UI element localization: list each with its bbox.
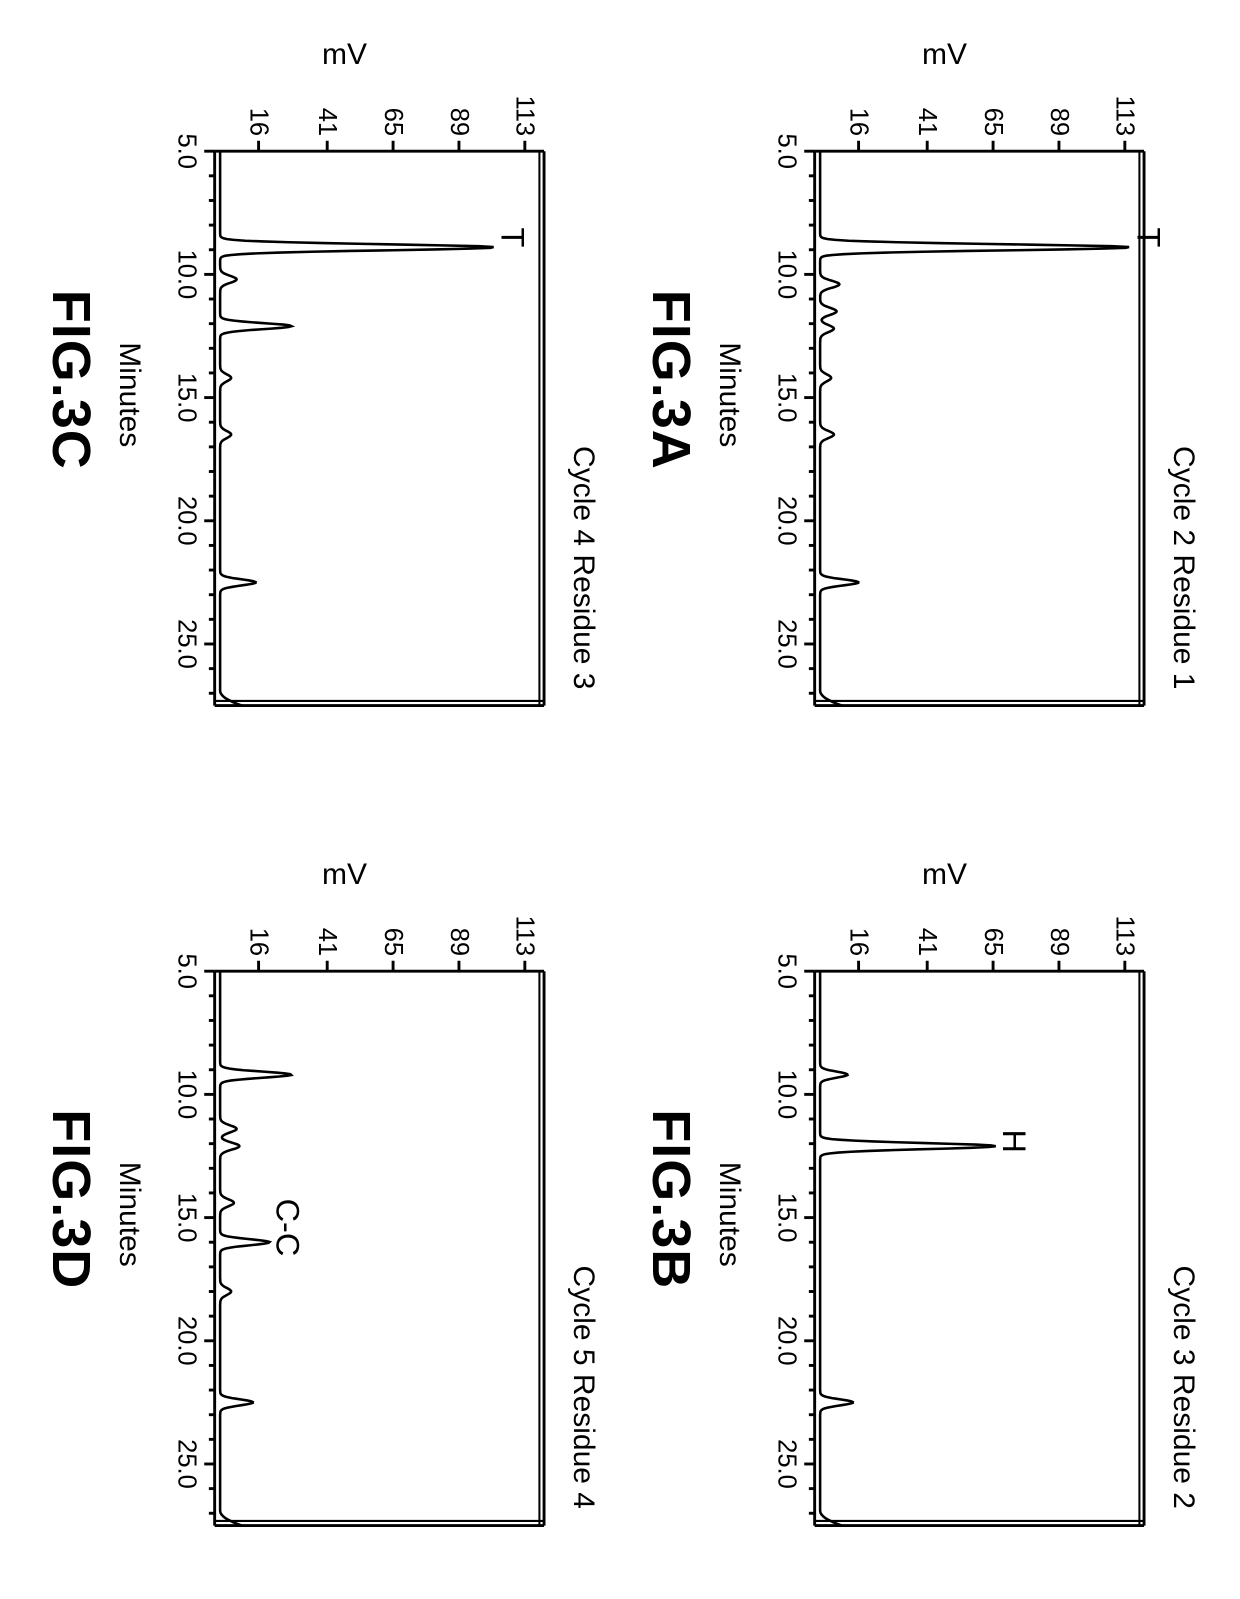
panel-b: Cycle 3 Residue 2mV164165891135.010.015.… [640, 860, 1200, 1540]
svg-text:113: 113 [511, 95, 539, 136]
y-axis-label: mV [922, 38, 952, 72]
svg-text:89: 89 [1045, 108, 1073, 136]
svg-text:T: T [1130, 228, 1162, 248]
svg-text:T: T [495, 228, 531, 248]
svg-text:65: 65 [379, 927, 407, 955]
svg-text:65: 65 [979, 927, 1007, 955]
chromatogram-plot: 16 41 65 89 113 5.0 10.0 15.0 20.0 25.0 H [748, 890, 1162, 1540]
svg-text:10.0: 10.0 [773, 1069, 801, 1119]
chromatogram-plot: 16 41 65 89 113 5.0 10.0 15.0 20.0 25.0 C-C [148, 890, 562, 1540]
panel-a: Cycle 2 Residue 1mV164165891135.010.015.… [640, 40, 1200, 720]
svg-text:41: 41 [313, 927, 341, 955]
figure-label: FIG.3A [640, 290, 702, 470]
svg-text:113: 113 [511, 915, 539, 956]
svg-text:15.0: 15.0 [773, 1192, 801, 1242]
plot-column: 16 41 65 89 113 5.0 10.0 15.0 20.0 25.0 T Minutes [112, 70, 562, 720]
svg-text:41: 41 [913, 108, 941, 136]
chromatogram-plot: 16 41 65 89 113 5.0 10.0 15.0 20.0 25.0 T [148, 70, 562, 720]
chart-wrap: mV 16 41 65 89 113 5.0 10.0 15.0 20.0 25.0 T Minutes [712, 40, 1162, 720]
svg-text:113: 113 [1111, 915, 1139, 956]
y-axis-label: mV [922, 858, 952, 892]
svg-text:15.0: 15.0 [773, 373, 801, 423]
svg-text:5.0: 5.0 [773, 953, 801, 988]
svg-text:25.0: 25.0 [773, 619, 801, 669]
svg-text:89: 89 [1045, 927, 1073, 955]
svg-text:5.0: 5.0 [173, 953, 201, 988]
panel-title: Cycle 3 Residue 2 [1166, 1266, 1200, 1509]
svg-text:89: 89 [445, 927, 473, 955]
x-axis-label: Minutes [112, 890, 146, 1540]
svg-text:41: 41 [313, 108, 341, 136]
svg-text:C-C: C-C [270, 1198, 306, 1256]
svg-text:25.0: 25.0 [773, 1439, 801, 1489]
plot-column: 16 41 65 89 113 5.0 10.0 15.0 20.0 25.0 H Minutes [712, 890, 1162, 1540]
chart-wrap: mV 16 41 65 89 113 5.0 10.0 15.0 20.0 25.0 T Minutes [112, 40, 562, 720]
svg-text:H: H [996, 1129, 1032, 1152]
panel-c: Cycle 4 Residue 3mV164165891135.010.015.… [40, 40, 600, 720]
svg-text:89: 89 [445, 108, 473, 136]
panel-title: Cycle 4 Residue 3 [566, 446, 600, 689]
chart-wrap: mV 16 41 65 89 113 5.0 10.0 15.0 20.0 25.0 C-C Minut… [112, 860, 562, 1540]
svg-text:65: 65 [979, 108, 1007, 136]
figure-label: FIG.3C [40, 290, 102, 470]
svg-text:10.0: 10.0 [773, 250, 801, 300]
panel-title: Cycle 5 Residue 4 [566, 1266, 600, 1509]
plot-column: 16 41 65 89 113 5.0 10.0 15.0 20.0 25.0 T Minutes [712, 70, 1162, 720]
svg-text:16: 16 [844, 927, 872, 955]
svg-text:16: 16 [244, 108, 272, 136]
svg-text:113: 113 [1111, 95, 1139, 136]
svg-text:20.0: 20.0 [773, 496, 801, 546]
figure-label: FIG.3B [640, 1109, 702, 1289]
svg-text:25.0: 25.0 [173, 1439, 201, 1489]
svg-text:25.0: 25.0 [173, 619, 201, 669]
svg-text:41: 41 [913, 927, 941, 955]
svg-text:5.0: 5.0 [773, 133, 801, 168]
figure-label: FIG.3D [40, 1109, 102, 1289]
x-axis-label: Minutes [712, 70, 746, 720]
chart-wrap: mV 16 41 65 89 113 5.0 10.0 15.0 20.0 25.0 H Minutes [712, 860, 1162, 1540]
panel-grid: Cycle 2 Residue 1mV164165891135.010.015.… [0, 0, 1240, 1599]
svg-text:20.0: 20.0 [173, 1315, 201, 1365]
svg-text:20.0: 20.0 [173, 496, 201, 546]
x-axis-label: Minutes [712, 890, 746, 1540]
svg-text:16: 16 [844, 108, 872, 136]
svg-text:10.0: 10.0 [173, 1069, 201, 1119]
y-axis-label: mV [322, 858, 352, 892]
chromatogram-plot: 16 41 65 89 113 5.0 10.0 15.0 20.0 25.0 T [748, 70, 1162, 720]
svg-text:5.0: 5.0 [173, 133, 201, 168]
plot-column: 16 41 65 89 113 5.0 10.0 15.0 20.0 25.0 C-C Minutes [112, 890, 562, 1540]
svg-text:16: 16 [244, 927, 272, 955]
panel-title: Cycle 2 Residue 1 [1166, 446, 1200, 689]
svg-text:15.0: 15.0 [173, 373, 201, 423]
y-axis-label: mV [322, 38, 352, 72]
svg-text:20.0: 20.0 [773, 1315, 801, 1365]
svg-text:15.0: 15.0 [173, 1192, 201, 1242]
svg-text:65: 65 [379, 108, 407, 136]
panel-d: Cycle 5 Residue 4mV164165891135.010.015.… [40, 860, 600, 1540]
page-rotated: Cycle 2 Residue 1mV164165891135.010.015.… [0, 0, 1240, 1599]
svg-text:10.0: 10.0 [173, 250, 201, 300]
x-axis-label: Minutes [112, 70, 146, 720]
